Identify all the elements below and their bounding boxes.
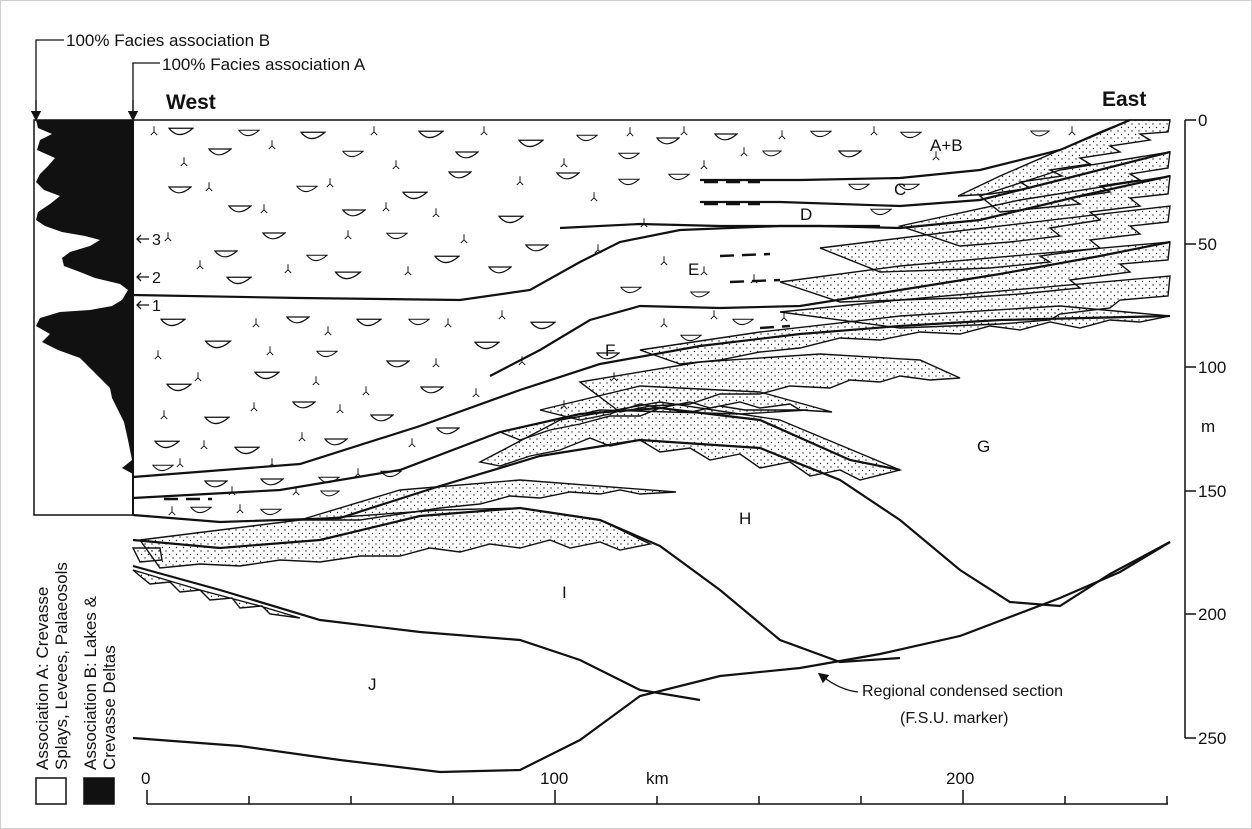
distance-tick-0: 0 xyxy=(141,769,150,788)
sand-tongue-i xyxy=(133,570,300,618)
distance-tick-200: 200 xyxy=(946,769,974,788)
unit-j-label: J xyxy=(368,675,377,694)
distance-axis xyxy=(147,790,1168,804)
legend: Association A: Crevasse Splays, Levees, … xyxy=(33,562,119,804)
depth-tick-150: 150 xyxy=(1198,482,1226,501)
depth-tick-0: 0 xyxy=(1198,111,1207,130)
condensed-section-label: Regional condensed section xyxy=(862,683,1063,700)
legend-association-b-line2: Crevasse Deltas xyxy=(100,645,119,770)
unit-g-label: G xyxy=(977,437,990,456)
fsu-marker-label: (F.S.U. marker) xyxy=(900,710,1008,727)
facies-log xyxy=(34,120,133,515)
west-label: West xyxy=(166,91,216,114)
depth-axis xyxy=(1185,120,1196,738)
sand-tongue-i2 xyxy=(133,548,162,562)
unit-f-label: F xyxy=(605,341,615,360)
legend-swatch-association-b xyxy=(84,778,114,804)
unit-e-label: E xyxy=(688,260,699,279)
depth-tick-200: 200 xyxy=(1198,605,1226,624)
distance-axis-labels: 0 100 200 km xyxy=(141,769,974,788)
boundary-i-j xyxy=(133,566,700,700)
unit-h-label: H xyxy=(739,509,751,528)
legend-association-b-line1: Association B: Lakes & xyxy=(81,595,100,770)
unit-d-label: D xyxy=(800,205,812,224)
unit-i-label: I xyxy=(562,583,567,602)
depth-tick-250: 250 xyxy=(1198,729,1226,748)
sand-tongue-h-cap xyxy=(480,402,900,480)
legend-association-a-line2: Splays, Levees, Palaeosols xyxy=(52,562,71,770)
distance-unit: km xyxy=(646,769,669,788)
facies-b-label: 100% Facies association B xyxy=(66,31,270,50)
facies-a-label: 100% Facies association A xyxy=(162,55,366,74)
boundary-regional-condensed xyxy=(133,542,1170,772)
marker-1: 1 xyxy=(152,298,161,315)
legend-swatch-association-a xyxy=(36,778,66,804)
log-markers: 3 2 1 xyxy=(137,232,161,315)
unit-ab-label: A+B xyxy=(930,136,963,155)
unit-c-label: C xyxy=(894,180,906,199)
marker-2: 2 xyxy=(152,270,161,287)
marker-3: 3 xyxy=(152,232,161,249)
condensed-section-callout: Regional condensed section (F.S.U. marke… xyxy=(822,676,1063,727)
legend-association-a-line1: Association A: Crevasse xyxy=(33,587,52,770)
east-label: East xyxy=(1102,88,1146,111)
depth-unit: m xyxy=(1201,417,1215,436)
depth-tick-100: 100 xyxy=(1198,358,1226,377)
depth-axis-labels: 0 50 100 150 200 250 m xyxy=(1198,111,1226,748)
distance-tick-100: 100 xyxy=(540,769,568,788)
depth-tick-50: 50 xyxy=(1198,235,1217,254)
boundary-upper-e xyxy=(133,226,880,300)
